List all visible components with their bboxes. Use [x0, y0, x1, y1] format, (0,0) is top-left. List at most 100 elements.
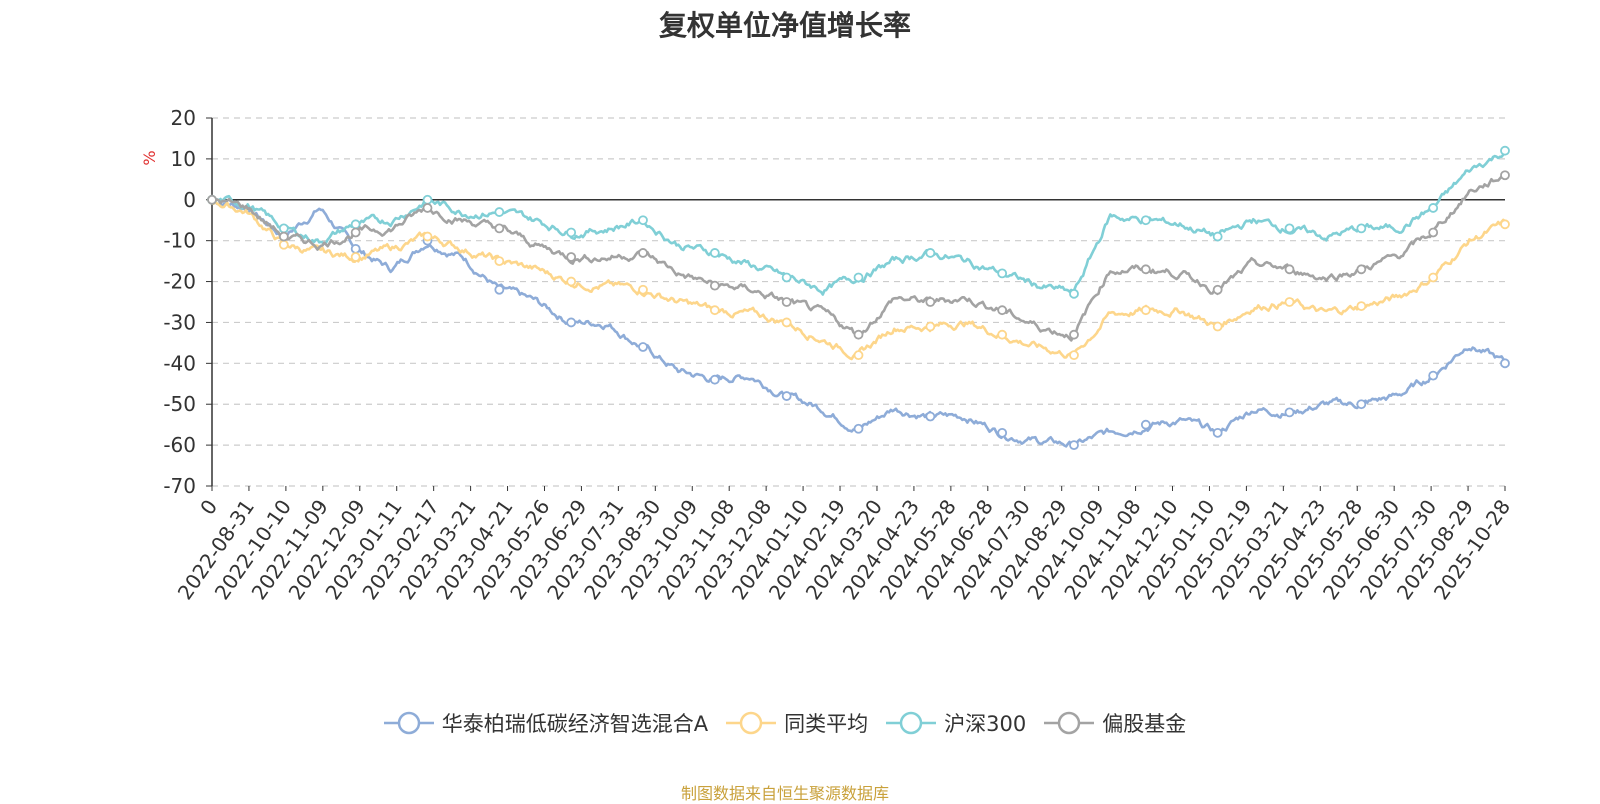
legend-swatch-icon [726, 711, 777, 735]
series-marker [925, 411, 936, 422]
y-tick-label: 0 [183, 188, 196, 212]
y-tick-label: -40 [163, 351, 196, 375]
series-marker [1140, 215, 1151, 226]
y-tick-label: -60 [163, 433, 196, 457]
series-marker [925, 297, 936, 307]
y-axis-label: % [140, 150, 159, 165]
legend-swatch-icon [886, 711, 937, 735]
series-marker [350, 243, 361, 254]
y-tick-label: -50 [163, 392, 196, 416]
series-marker [350, 219, 361, 230]
series-marker [422, 203, 433, 213]
series-group [207, 194, 1510, 451]
y-tick-label: -70 [163, 474, 196, 498]
series-marker [1428, 203, 1439, 213]
series-marker [350, 227, 361, 238]
series-marker [853, 350, 864, 361]
series-marker [1212, 284, 1223, 295]
series-marker [1500, 219, 1510, 230]
series-marker [1212, 427, 1223, 438]
series-marker [853, 329, 864, 340]
y-tick-label: -20 [163, 270, 196, 294]
series-marker [1428, 272, 1439, 283]
series-marker [709, 374, 720, 385]
legend-swatch-icon [383, 711, 434, 735]
series-marker [422, 231, 433, 242]
series-marker [709, 280, 720, 291]
series-marker [781, 391, 792, 401]
series-marker [566, 276, 577, 287]
legend-label: 华泰柏瑞低碳经济智选混合A [441, 712, 709, 736]
series-marker [278, 239, 289, 250]
chart-title: 复权单位净值增长率 [658, 9, 911, 42]
series-marker [997, 268, 1008, 279]
legend-item[interactable]: 华泰柏瑞低碳经济智选混合A [383, 708, 709, 738]
series-group [207, 145, 1510, 299]
series-marker [638, 342, 648, 352]
series-marker [709, 305, 720, 316]
series-marker [1356, 399, 1367, 410]
series-marker [566, 252, 577, 262]
series-group [207, 194, 1510, 361]
series-marker [1069, 329, 1079, 340]
series-marker [1356, 223, 1367, 234]
series-marker [566, 317, 577, 328]
series-line [211, 175, 1506, 342]
series-marker [422, 194, 433, 205]
y-tick-label: 20 [171, 106, 196, 130]
legend-label: 沪深300 [944, 712, 1027, 736]
label-layer: 20100-10-20-30-40-50-60-70%02022-08-3120… [140, 106, 1515, 604]
x-tick-label: 0 [195, 495, 222, 519]
series-marker [925, 321, 936, 332]
series-marker [494, 284, 505, 295]
series-marker [207, 194, 217, 205]
series-marker [278, 223, 289, 234]
series-marker [1140, 264, 1151, 275]
series-marker [1284, 223, 1295, 234]
axis-layer [206, 117, 1506, 491]
legend-item[interactable]: 偏股基金 [1044, 708, 1186, 738]
y-tick-label: -30 [163, 310, 196, 334]
series-marker [997, 427, 1008, 438]
series-marker [1356, 301, 1367, 311]
series-marker [1356, 264, 1367, 275]
series-marker [997, 305, 1008, 316]
series-marker [1500, 358, 1510, 369]
series-marker [1212, 231, 1223, 242]
series-marker [781, 272, 792, 283]
series-marker [566, 227, 577, 238]
legend-item[interactable]: 同类平均 [726, 708, 868, 738]
series-marker [350, 252, 361, 262]
series-marker [853, 423, 864, 434]
legend-item[interactable]: 沪深300 [886, 708, 1026, 738]
series-group [207, 170, 1510, 342]
y-tick-label: -10 [163, 229, 196, 253]
series-layer [207, 145, 1510, 451]
y-tick-label: 10 [171, 147, 196, 171]
line-chart: 20100-10-20-30-40-50-60-70%02022-08-3120… [140, 106, 1515, 604]
series-marker [1284, 407, 1295, 418]
series-marker [925, 248, 936, 258]
series-marker [1284, 297, 1295, 307]
series-marker [781, 317, 792, 328]
series-marker [1069, 350, 1079, 361]
series-marker [1500, 145, 1510, 156]
series-marker [494, 256, 505, 267]
series-marker [638, 248, 648, 258]
series-marker [1212, 321, 1223, 332]
series-marker [494, 207, 505, 217]
legend-label: 偏股基金 [1102, 712, 1187, 736]
series-marker [1140, 305, 1151, 316]
legend: 华泰柏瑞低碳经济智选混合A 同类平均 沪深300 偏股基金 [0, 708, 1570, 738]
series-marker [638, 284, 648, 295]
series-marker [781, 297, 792, 307]
series-marker [1428, 370, 1439, 381]
series-marker [1140, 419, 1151, 430]
series-marker [1428, 227, 1439, 238]
series-marker [1500, 170, 1510, 181]
series-marker [853, 272, 864, 283]
series-marker [1284, 264, 1295, 275]
series-line [211, 198, 1506, 449]
series-marker [997, 329, 1008, 340]
series-marker [1069, 288, 1079, 299]
